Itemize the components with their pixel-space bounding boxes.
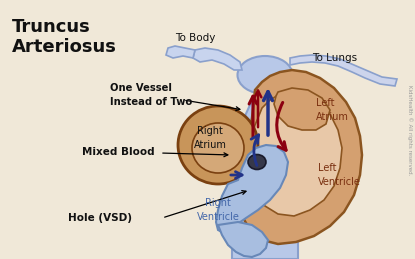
- Text: To Lungs: To Lungs: [312, 53, 358, 63]
- Polygon shape: [290, 55, 397, 86]
- Polygon shape: [218, 222, 268, 257]
- Text: One Vessel
Instead of Two: One Vessel Instead of Two: [110, 83, 192, 107]
- Ellipse shape: [178, 106, 258, 184]
- Text: KidsHealth © All rights reserved.: KidsHealth © All rights reserved.: [407, 85, 413, 175]
- Text: Right
Atrium: Right Atrium: [193, 126, 227, 150]
- Text: To Body: To Body: [175, 33, 215, 43]
- Ellipse shape: [192, 123, 244, 173]
- Text: Truncus: Truncus: [12, 18, 91, 36]
- Text: Left
Ventricle: Left Ventricle: [318, 163, 361, 186]
- Ellipse shape: [248, 155, 266, 169]
- Polygon shape: [232, 78, 298, 259]
- Polygon shape: [274, 88, 330, 130]
- Text: Right
Ventricle: Right Ventricle: [197, 198, 239, 222]
- Polygon shape: [238, 70, 362, 244]
- Polygon shape: [216, 145, 288, 232]
- Text: Left
Atrium: Left Atrium: [316, 98, 349, 121]
- Text: Arteriosus: Arteriosus: [12, 38, 117, 56]
- Text: Mixed Blood: Mixed Blood: [82, 147, 155, 157]
- Polygon shape: [193, 48, 242, 70]
- Polygon shape: [250, 92, 342, 216]
- Text: Hole (VSD): Hole (VSD): [68, 213, 132, 223]
- Polygon shape: [166, 46, 195, 58]
- Ellipse shape: [237, 56, 293, 94]
